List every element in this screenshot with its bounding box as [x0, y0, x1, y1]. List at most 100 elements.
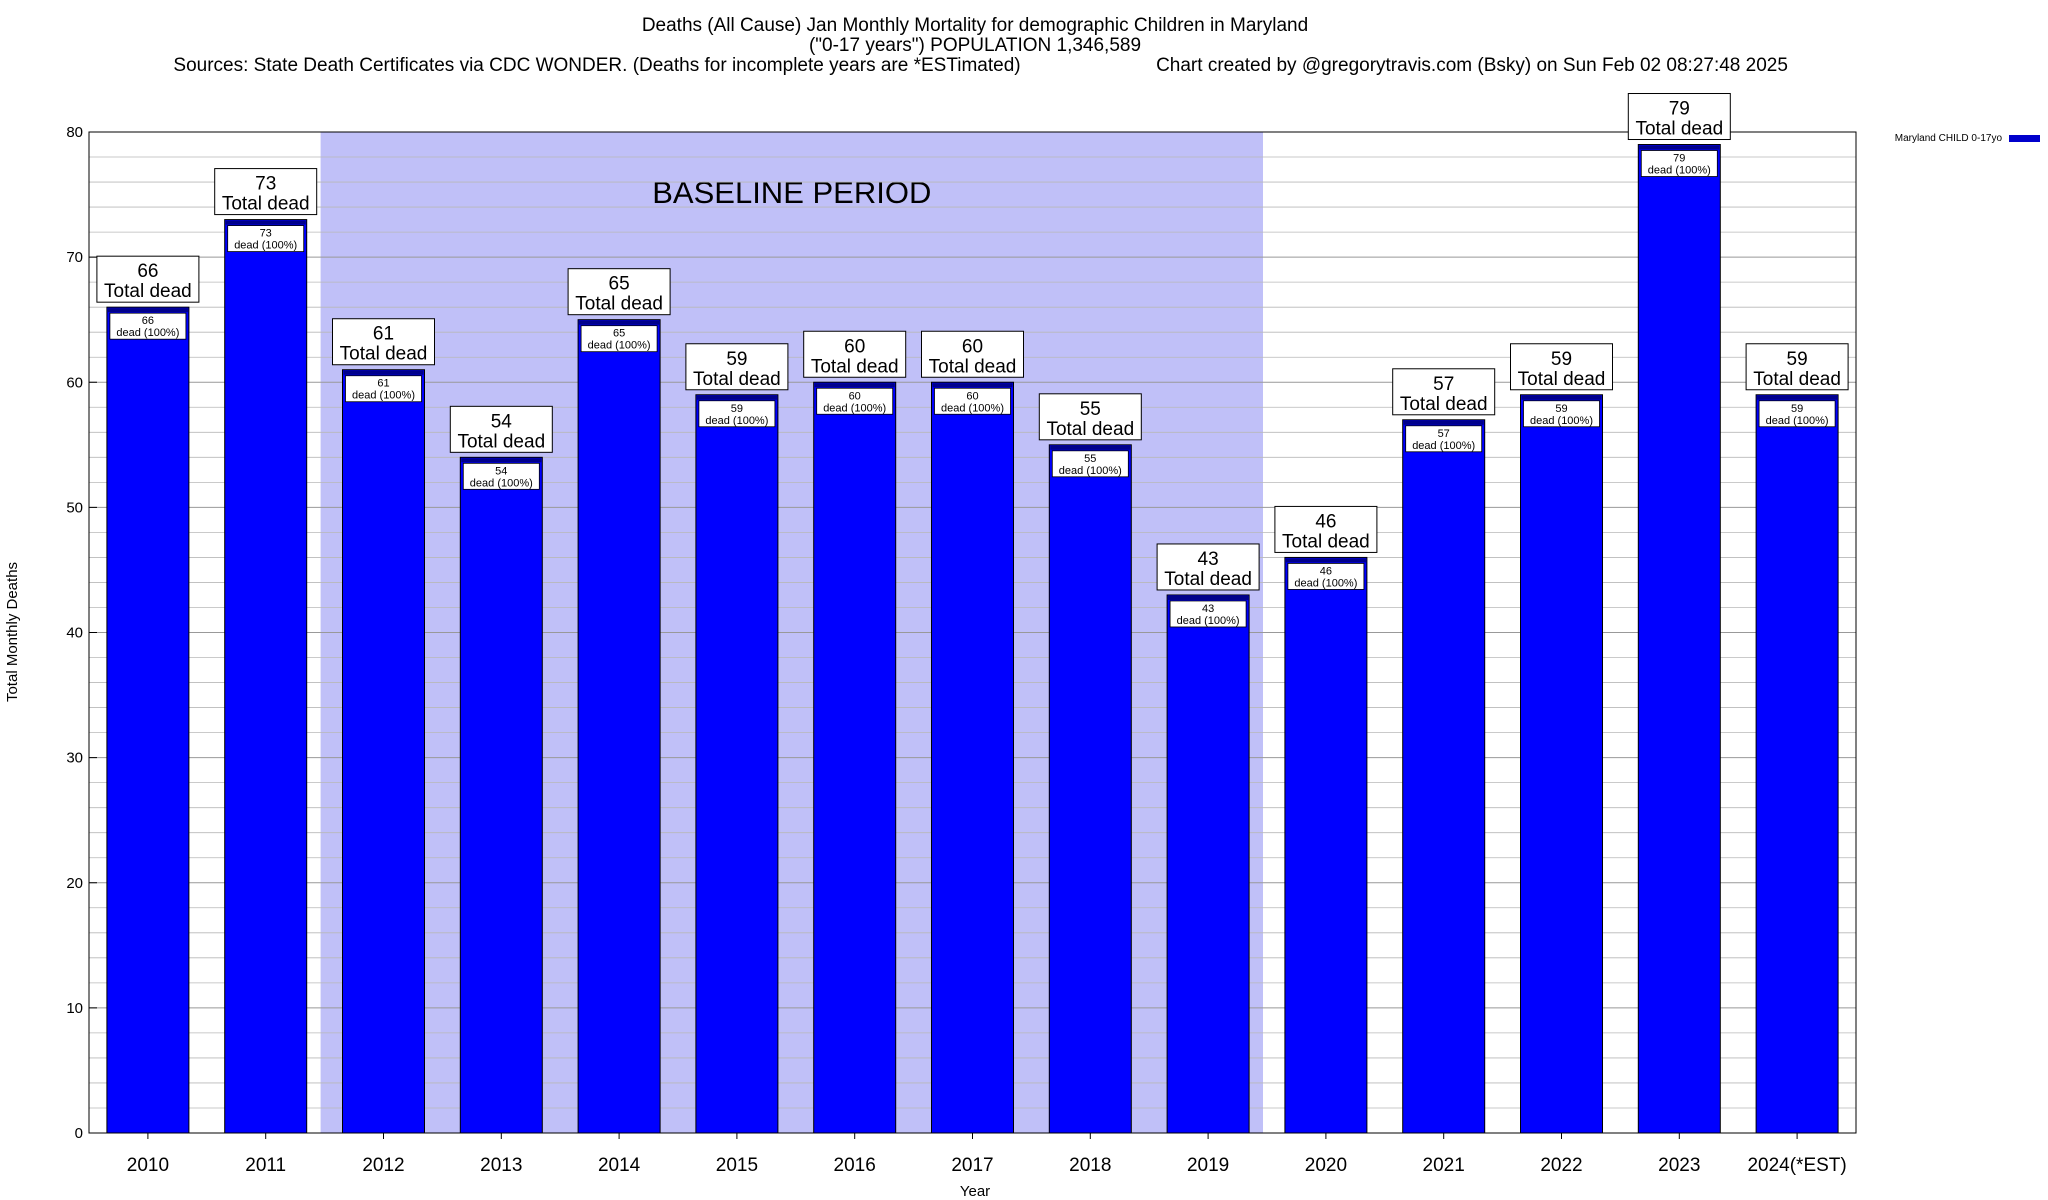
bar-top-band	[225, 220, 306, 225]
total-label-text: Total dead	[929, 356, 1017, 377]
x-tick-label: 2021	[1423, 1155, 1465, 1176]
total-label-box	[1627, 93, 1731, 141]
bar-inner-value: 60	[849, 390, 861, 402]
bar	[1520, 394, 1603, 1134]
bar-inner-percent: dead (100%)	[1294, 577, 1357, 589]
bar-inner-label-box	[698, 400, 776, 428]
bar	[106, 306, 190, 1134]
bar-inner-value: 59	[1555, 403, 1567, 415]
total-label-box	[214, 168, 318, 216]
total-label-value: 60	[844, 336, 865, 357]
total-label-text: Total dead	[1282, 531, 1370, 552]
bar-top-band	[1639, 145, 1720, 150]
bar	[459, 456, 543, 1134]
y-tick-label: 0	[75, 1125, 83, 1142]
bar-inner-label-box	[109, 312, 187, 340]
x-tick-label: 2018	[1069, 1155, 1111, 1176]
bar	[224, 219, 308, 1134]
bar-inner-label-box	[462, 462, 540, 490]
bar	[695, 394, 779, 1134]
axis-layer: 0 10 20 30 40 50 60 70 80 2010 2011 2012 2013 2014 201…	[66, 124, 1857, 1176]
y-axis-label: Total Monthly Deaths	[4, 562, 21, 702]
x-tick-label: 2016	[834, 1155, 876, 1176]
total-label-box	[921, 330, 1024, 378]
legend: Maryland CHILD 0-17yo	[1895, 133, 2040, 144]
total-label-box	[1156, 543, 1260, 591]
total-label-text: Total dead	[104, 281, 192, 302]
bar-top-band	[696, 395, 777, 400]
bars-layer	[106, 144, 1839, 1134]
total-label-value: 59	[726, 349, 747, 370]
x-tick-label: 2014	[598, 1155, 641, 1176]
bar-top-band	[1050, 445, 1131, 450]
bar-inner-label-box	[227, 225, 305, 252]
bar-inner-value: 46	[1320, 565, 1332, 577]
bar-inner-label-box	[1523, 400, 1600, 428]
x-tick-label: 2024(*EST)	[1747, 1155, 1846, 1176]
bar-inner-percent: dead (100%)	[116, 327, 179, 339]
x-tick-label: 2015	[716, 1155, 758, 1176]
bar-top-band	[932, 383, 1013, 388]
bar-inner-value: 66	[142, 315, 154, 327]
bar-inner-percent: dead (100%)	[1766, 415, 1829, 427]
total-label-text: Total dead	[1635, 119, 1723, 140]
bar-inner-value: 65	[613, 328, 625, 340]
bar-inner-percent: dead (100%)	[234, 240, 297, 252]
bar-top-band	[1403, 420, 1484, 425]
total-label-value: 59	[1787, 349, 1808, 370]
bar	[931, 381, 1014, 1134]
bar	[342, 369, 425, 1134]
total-label-value: 54	[491, 411, 513, 432]
legend-label: Maryland CHILD 0-17yo	[1895, 133, 2003, 144]
total-label-text: Total dead	[575, 294, 663, 315]
total-label-box	[332, 318, 435, 366]
bar-inner-percent: dead (100%)	[705, 415, 768, 427]
bar-inner-percent: dead (100%)	[941, 402, 1004, 414]
total-label-text: Total dead	[340, 344, 428, 365]
bar-inner-percent: dead (100%)	[470, 477, 533, 489]
bar	[1284, 556, 1368, 1134]
total-label-value: 79	[1669, 99, 1690, 120]
legend-swatch	[2009, 135, 2040, 142]
x-tick-label: 2013	[480, 1155, 522, 1176]
total-label-text: Total dead	[811, 356, 899, 377]
x-tick-label: 2017	[951, 1155, 993, 1176]
total-label-box	[1510, 343, 1613, 391]
total-label-value: 61	[373, 324, 394, 345]
bar-inner-value: 79	[1673, 153, 1685, 165]
total-label-value: 46	[1315, 511, 1336, 532]
x-tick-label: 2019	[1187, 1155, 1229, 1176]
total-label-box	[685, 343, 789, 391]
x-tick-label: 2020	[1305, 1155, 1347, 1176]
bar-inner-label-box	[580, 325, 658, 353]
total-label-value: 57	[1433, 374, 1454, 395]
bar-inner-value: 73	[260, 228, 272, 240]
total-label-value: 66	[137, 261, 158, 282]
bar-inner-value: 61	[377, 378, 389, 390]
total-label-box	[96, 255, 200, 303]
bar-inner-label-box	[345, 375, 422, 403]
bar	[1637, 144, 1721, 1134]
chart-title: Deaths (All Cause) Jan Monthly Mortality…	[642, 15, 1308, 36]
bar-inner-percent: dead (100%)	[823, 402, 886, 414]
bar-inner-label-box	[1051, 450, 1129, 478]
bar-inner-value: 59	[731, 403, 743, 415]
bar	[1166, 594, 1250, 1134]
bar	[1402, 419, 1486, 1134]
total-label-text: Total dead	[1164, 569, 1252, 590]
bar-top-band	[579, 320, 660, 325]
total-label-text: Total dead	[693, 369, 781, 390]
bar	[813, 381, 897, 1134]
bar-inner-label-box	[1287, 563, 1365, 590]
bar-inner-value: 57	[1438, 428, 1450, 440]
bar-inner-value: 59	[1791, 403, 1803, 415]
bar-top-band	[814, 383, 895, 388]
chart-sources: Sources: State Death Certificates via CD…	[173, 55, 1020, 76]
bar	[1755, 394, 1839, 1134]
y-tick-label: 70	[66, 249, 83, 266]
bar-inner-label-box	[1640, 150, 1718, 177]
x-tick-label: 2011	[245, 1155, 286, 1176]
bar-inner-label-box	[1758, 400, 1836, 428]
total-label-value: 55	[1080, 399, 1101, 420]
